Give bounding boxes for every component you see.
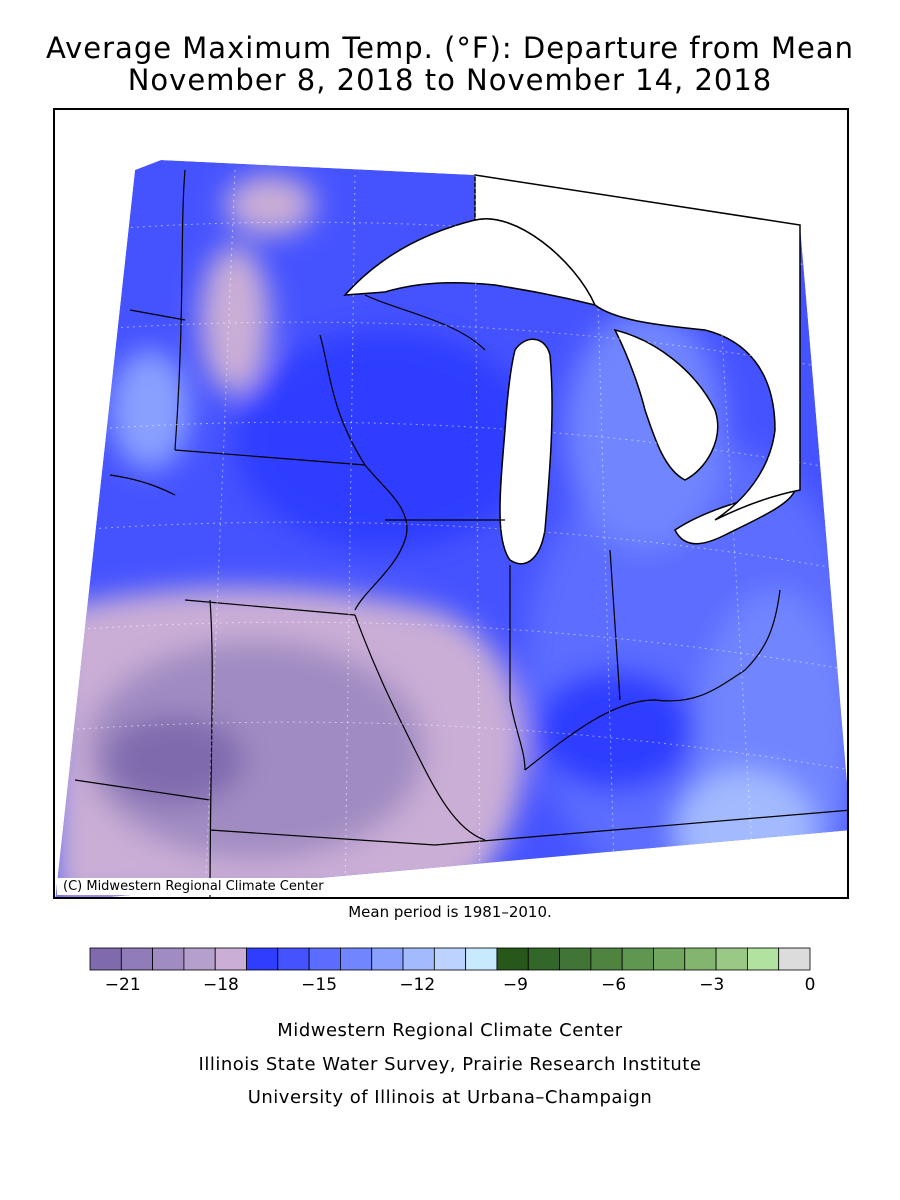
field-deep-blue-indiana	[535, 670, 695, 790]
graticule-lat-6	[64, 721, 847, 770]
legend-box	[527, 947, 560, 971]
legend-tick-label: −6	[601, 975, 626, 995]
graticule-lat-3	[79, 421, 846, 471]
legend-box	[621, 947, 654, 971]
outside-projection-right	[800, 225, 847, 783]
graticule	[64, 169, 847, 897]
map-canvas	[55, 110, 847, 897]
field-light-blue-dakota	[110, 350, 190, 470]
legend-box	[433, 947, 467, 971]
graticule-lat-2	[84, 321, 841, 371]
field-purple-missouri	[85, 640, 425, 860]
map-frame: (C) Midwestern Regional Climate Center	[53, 108, 849, 899]
legend-box	[746, 947, 780, 971]
graticule-lat-5	[69, 621, 847, 671]
graticule-lat-4	[74, 521, 847, 571]
border-ia-il	[354, 464, 408, 611]
legend-box	[402, 947, 435, 971]
border-mn-nd	[174, 169, 186, 451]
state-boundaries	[74, 169, 847, 897]
legend-box	[590, 947, 623, 971]
legend-box	[715, 947, 748, 971]
legend-tick-label: −18	[203, 975, 239, 995]
legend-tick-label: −15	[301, 975, 337, 995]
legend-box	[120, 947, 154, 971]
field-coldest-core	[105, 715, 245, 805]
border-nd-sd	[129, 309, 186, 321]
legend-box	[559, 947, 592, 971]
graticule-lon-2	[344, 174, 356, 897]
legend-tick-labels: −21 −18 −15 −12 −9 −6 −3 0	[105, 975, 816, 995]
field-mauve-northwest	[200, 245, 270, 395]
legend-box	[89, 947, 122, 971]
legend-box	[465, 947, 498, 971]
legend-box	[308, 947, 341, 971]
field-pale-blue-kentucky	[675, 770, 815, 890]
graticule-lon-3	[474, 174, 481, 897]
legend-box	[684, 947, 717, 971]
legend-box	[778, 947, 811, 971]
legend-color-boxes	[89, 947, 811, 971]
legend-tick-label: −9	[503, 975, 528, 995]
mean-period-note: Mean period is 1981–2010.	[348, 903, 552, 921]
border-mn-ia	[174, 449, 366, 466]
legend-tick-label: −21	[105, 975, 141, 995]
legend-box	[496, 947, 529, 971]
legend-tick-label: 0	[805, 975, 816, 995]
legend-tick-label: −12	[399, 975, 435, 995]
legend-box	[653, 947, 686, 971]
legend-box	[246, 947, 279, 971]
border-il-in	[509, 565, 526, 771]
graticule-lat-1	[94, 221, 836, 271]
lake-michigan	[499, 338, 553, 565]
border-mo-ar	[209, 829, 436, 846]
border-ky-tn	[434, 809, 847, 846]
border-sd-ne	[109, 474, 176, 496]
border-ne-ks	[74, 779, 211, 801]
footer-university: University of Illinois at Urbana–Champai…	[247, 1087, 653, 1108]
border-mo-ks	[209, 599, 213, 897]
lake-huron	[613, 328, 719, 481]
graticule-lon-4	[594, 194, 616, 897]
lake-erie	[674, 489, 797, 545]
border-in-ky	[524, 669, 746, 771]
footer-survey: Illinois State Water Survey, Prairie Res…	[198, 1054, 702, 1075]
field-mauve-north-tip	[225, 175, 315, 235]
legend-tick-label: −3	[699, 975, 724, 995]
canada-land-white	[474, 174, 801, 521]
map-copyright: (C) Midwestern Regional Climate Center	[57, 878, 330, 895]
legend-box	[214, 947, 247, 971]
border-oh-wv	[744, 589, 781, 671]
legend-box	[183, 947, 216, 971]
legend-box	[340, 947, 373, 971]
border-mn-wi	[319, 334, 366, 466]
graticule-lon-5	[714, 214, 756, 897]
graticule-lon-1	[204, 169, 236, 897]
legend-box	[277, 947, 310, 971]
border-wi-mi-up	[364, 294, 486, 351]
great-lakes	[343, 174, 801, 565]
legend-box	[371, 947, 404, 971]
outside-projection	[55, 110, 847, 897]
footer-org: Midwestern Regional Climate Center	[277, 1020, 623, 1041]
border-mo-il	[354, 614, 486, 841]
map-title: Average Maximum Temp. (°F): Departure fr…	[45, 31, 855, 65]
map-subtitle-date-range: November 8, 2018 to November 14, 2018	[127, 63, 773, 97]
border-ia-mo	[184, 599, 356, 616]
legend-box	[152, 947, 185, 971]
field-deep-blue-minnesota	[235, 330, 535, 550]
color-legend: −21 −18 −15 −12 −9 −6 −3 0	[89, 947, 816, 995]
border-in-oh	[609, 549, 621, 701]
